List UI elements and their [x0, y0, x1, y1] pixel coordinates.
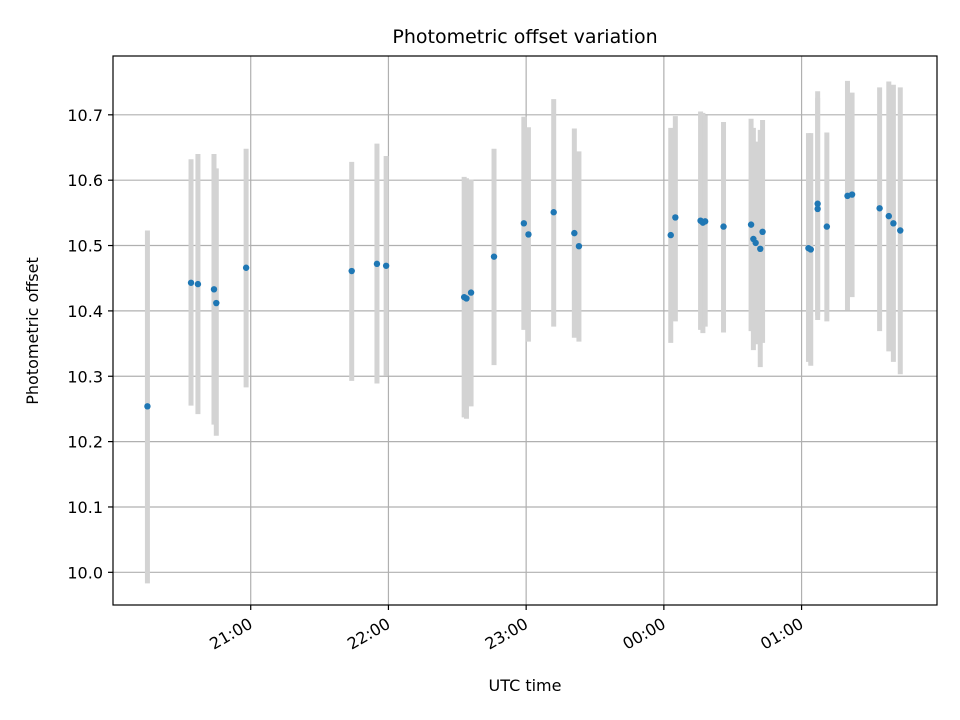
- x-tick-label: 21:00: [206, 614, 255, 654]
- y-axis-label: Photometric offset: [23, 257, 42, 405]
- data-point: [520, 220, 528, 227]
- data-point-layer: [144, 191, 904, 410]
- data-point: [194, 280, 202, 288]
- data-point: [550, 209, 557, 216]
- data-point: [885, 212, 892, 220]
- data-point: [757, 245, 764, 253]
- data-point: [814, 205, 821, 213]
- data-point: [814, 200, 821, 207]
- data-point: [759, 228, 766, 236]
- data-point: [373, 260, 381, 268]
- data-point: [848, 191, 856, 198]
- data-point: [876, 205, 883, 212]
- y-axis-ticks: 10.0 10.1 10.2 10.3 10.4 10.5 10.6 10.7: [67, 106, 113, 582]
- y-tick-label: 10.0: [67, 563, 103, 582]
- data-point: [490, 253, 498, 260]
- x-tick-label: 01:00: [757, 614, 806, 654]
- data-point: [752, 239, 759, 247]
- plot-frame: [112, 55, 938, 606]
- y-tick-label: 10.6: [67, 171, 103, 190]
- data-point: [382, 262, 390, 269]
- data-point: [720, 223, 727, 230]
- data-point: [897, 227, 904, 234]
- data-point: [144, 403, 151, 410]
- data-point: [575, 242, 583, 250]
- y-tick-label: 10.7: [67, 106, 103, 125]
- x-tick-label: 22:00: [344, 614, 393, 654]
- data-point: [467, 289, 475, 296]
- y-tick-label: 10.5: [67, 237, 103, 256]
- data-point: [667, 231, 674, 239]
- y-tick-label: 10.3: [67, 367, 103, 386]
- x-axis-ticks: 21:00 22:00 23:00 00:00 01:00: [206, 605, 807, 654]
- y-tick-label: 10.4: [67, 302, 103, 321]
- data-point: [823, 223, 831, 230]
- chart-title: Photometric offset variation: [392, 26, 657, 48]
- data-point: [187, 279, 195, 286]
- data-point: [525, 231, 532, 238]
- data-point: [242, 264, 250, 271]
- data-point: [348, 267, 355, 275]
- data-point: [672, 214, 679, 221]
- data-point: [571, 229, 578, 237]
- data-point: [807, 246, 814, 253]
- data-point: [210, 286, 218, 293]
- error-bar-layer: [144, 80, 903, 584]
- data-point: [890, 220, 897, 227]
- data-point: [213, 299, 220, 307]
- grid-layer: [113, 56, 937, 605]
- data-point: [747, 221, 755, 228]
- x-tick-label: 23:00: [482, 614, 531, 654]
- data-point: [701, 218, 709, 225]
- x-axis-label: UTC time: [489, 676, 562, 695]
- y-tick-label: 10.2: [67, 433, 103, 452]
- x-tick-label: 00:00: [619, 614, 668, 654]
- y-tick-label: 10.1: [67, 498, 103, 517]
- data-point: [463, 295, 470, 302]
